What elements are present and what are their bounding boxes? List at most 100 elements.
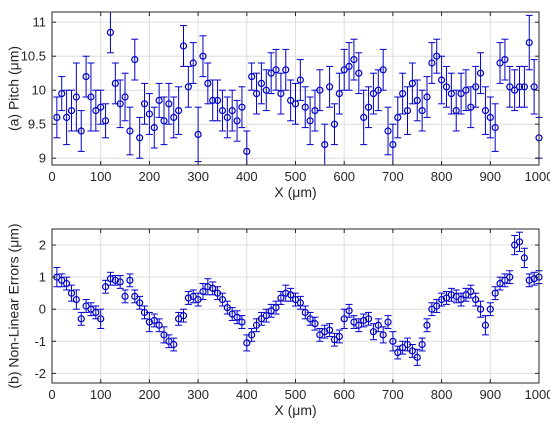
pitch-data-point [58, 76, 66, 112]
marker [311, 320, 319, 328]
marker [170, 113, 178, 122]
pitch-data-point [369, 72, 378, 115]
marker [77, 127, 85, 135]
non-linear-errors-data-point [296, 295, 304, 310]
marker [506, 273, 514, 281]
marker [330, 120, 339, 128]
pitch-data-point [408, 62, 416, 105]
marker [364, 103, 373, 111]
non-linear-errors-y-axis-label: (b) Non-Linear Errors (μm) [6, 223, 22, 388]
marker [272, 66, 280, 74]
pitch-data-point [267, 52, 275, 95]
marker [111, 79, 119, 88]
pitch-data-point [213, 79, 222, 122]
marker [316, 331, 324, 339]
pitch-data-point [360, 89, 368, 146]
marker [462, 86, 470, 94]
x-tick-label: 300 [187, 387, 209, 402]
pitch-data-point [472, 65, 480, 108]
non-linear-errors-data-point [248, 327, 256, 342]
marker [209, 96, 217, 105]
non-linear-errors-data-point [447, 287, 455, 302]
marker [145, 110, 153, 118]
marker [218, 295, 227, 304]
non-linear-errors-data-point [155, 318, 163, 333]
x-tick-label: 500 [285, 387, 307, 402]
marker [491, 123, 499, 132]
marker [301, 103, 309, 111]
marker [262, 86, 270, 94]
y-tick-label: -2 [34, 366, 46, 381]
pitch-data-point [82, 55, 90, 98]
x-tick-label: 1000 [525, 387, 550, 402]
marker [520, 83, 528, 91]
non-linear-errors-data-point [525, 273, 533, 288]
pitch-data-point [165, 82, 173, 125]
x-tick-label: 0 [48, 169, 55, 184]
marker [476, 305, 485, 313]
marker [418, 340, 426, 349]
marker [145, 318, 153, 326]
pitch-data-point [384, 106, 392, 156]
marker [423, 93, 431, 101]
non-linear-errors-data-point [520, 247, 528, 268]
non-linear-errors-data-point [267, 303, 275, 318]
non-linear-errors-data-point [428, 302, 436, 317]
marker [267, 69, 275, 77]
marker [150, 123, 158, 132]
marker [170, 340, 178, 349]
marker [209, 284, 217, 292]
pitch-data-point [491, 103, 499, 152]
non-linear-errors-data-point [136, 295, 144, 310]
marker [389, 141, 397, 149]
marker [67, 106, 76, 115]
pitch-data-point [287, 79, 295, 122]
pitch-data-point [291, 82, 300, 125]
marker [82, 302, 90, 310]
marker [486, 113, 494, 122]
pitch-data-point [413, 79, 421, 122]
pitch-data-point [160, 96, 168, 146]
marker [233, 313, 241, 321]
non-linear-errors-data-point [63, 276, 71, 291]
marker [374, 321, 382, 329]
pitch-x-axis-label: X (μm) [274, 184, 316, 200]
marker [160, 117, 168, 125]
pitch-data-point [438, 55, 446, 105]
marker [345, 307, 353, 315]
marker [282, 66, 290, 74]
marker [472, 295, 480, 304]
marker [496, 59, 504, 67]
pitch-y-axis-label: (a) Pitch (μm) [6, 46, 22, 131]
non-linear-errors-data-point [515, 231, 524, 252]
marker [272, 304, 280, 312]
non-linear-errors-data-point [374, 318, 382, 333]
marker [399, 89, 407, 98]
non-linear-errors-data-point [262, 308, 270, 323]
pitch-data-point [175, 86, 183, 135]
non-linear-errors-x-axis-label: X (μm) [274, 402, 316, 418]
marker [87, 305, 95, 313]
pitch-data-point [262, 69, 270, 112]
pitch-data-point [136, 116, 144, 159]
pitch-data-point [428, 42, 436, 84]
non-linear-errors-data-point [364, 311, 373, 326]
marker [501, 55, 509, 64]
marker [238, 318, 246, 326]
marker [58, 89, 66, 98]
marker [233, 117, 241, 125]
pitch-data-point [457, 72, 465, 115]
marker [340, 315, 348, 323]
non-linear-errors-data-point [496, 276, 504, 291]
pitch-data-point [179, 25, 188, 67]
pitch-data-point [325, 65, 334, 108]
marker [111, 276, 119, 284]
marker [136, 134, 144, 142]
marker [403, 106, 412, 115]
pitch-data-point [394, 96, 402, 139]
non-linear-errors-data-point [238, 315, 246, 329]
non-linear-errors-data-point [442, 291, 451, 305]
non-linear-errors-data-point [438, 292, 446, 307]
pitch-chart: 0 100 200 300 400 500 600 700 800 900 1000 9 9.5 10 10… [6, 11, 550, 200]
marker [515, 238, 524, 246]
